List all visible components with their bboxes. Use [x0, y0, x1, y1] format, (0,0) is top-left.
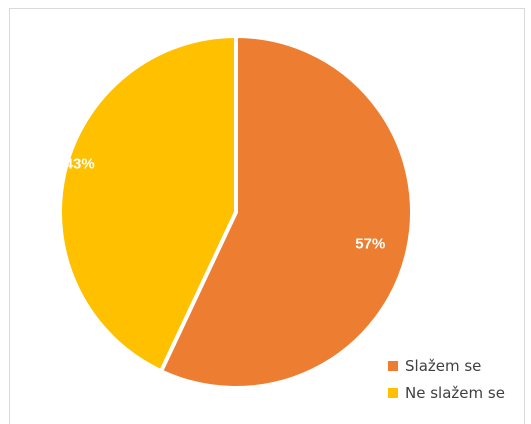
legend-label-ne-slazem-se: Ne slažem se [405, 383, 505, 402]
legend-swatch-slazem-se [388, 360, 398, 371]
legend-item-slazem-se: Slažem se [388, 352, 505, 379]
data-label-0: 57% [355, 235, 385, 252]
pie-slice-0 [158, 33, 414, 390]
legend-swatch-ne-slazem-se [388, 387, 398, 398]
legend-item-ne-slazem-se: Ne slažem se [388, 379, 505, 406]
legend: Slažem se Ne slažem se [388, 352, 505, 406]
pie-slice-1 [58, 33, 238, 374]
data-label-1: 43% [65, 156, 95, 173]
legend-label-slazem-se: Slažem se [405, 356, 482, 375]
